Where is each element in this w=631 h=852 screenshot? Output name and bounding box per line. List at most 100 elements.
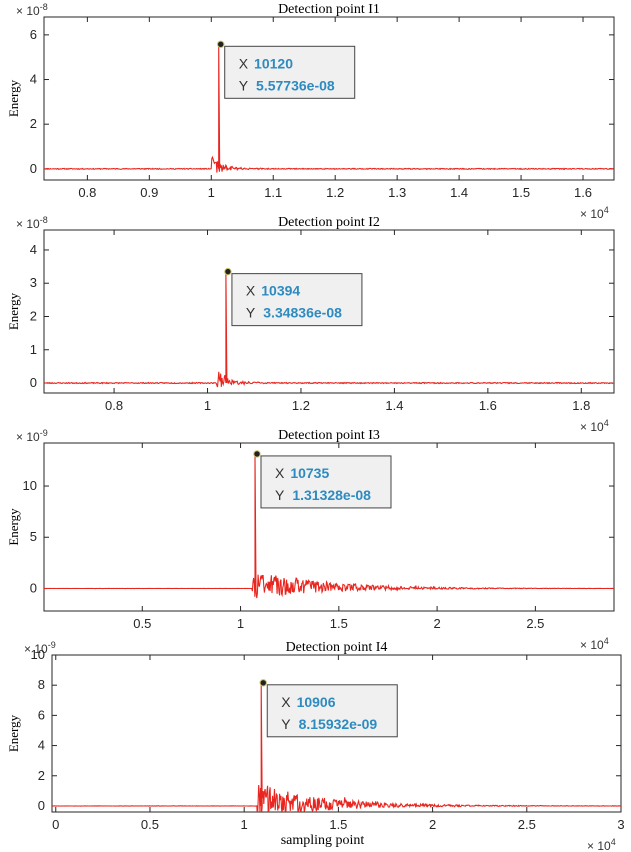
x-exponent-label: × 104 bbox=[580, 205, 609, 221]
datatip-x-label: X bbox=[275, 465, 285, 481]
x-tick-label: 1.6 bbox=[574, 185, 592, 200]
y-exponent-base: × 10 bbox=[16, 217, 40, 231]
x-tick-label: 0.8 bbox=[78, 185, 96, 200]
datatip-x: X 10906 bbox=[281, 694, 335, 710]
y-exponent-label: × 10-9 bbox=[24, 640, 56, 656]
x-tick-label: 3 bbox=[617, 817, 624, 832]
x-exponent-base: × 10 bbox=[580, 638, 604, 652]
x-axis-label: sampling point bbox=[281, 833, 365, 848]
datatip-x-label: X bbox=[246, 283, 256, 299]
chart-title: Detection point I4 bbox=[286, 640, 388, 655]
chart-title: Detection point I3 bbox=[278, 428, 380, 443]
y-tick-label: 10 bbox=[31, 647, 45, 662]
y-exponent-power: -8 bbox=[40, 215, 48, 225]
datatip-marker bbox=[224, 267, 232, 276]
x-tick-label: 1 bbox=[204, 398, 211, 413]
x-exponent-base: × 10 bbox=[580, 207, 604, 221]
datatip-y-value: 8.15932e-09 bbox=[299, 716, 378, 732]
series-group bbox=[44, 44, 614, 173]
x-tick-label: 1 bbox=[241, 817, 248, 832]
x-tick-label: 1.5 bbox=[330, 616, 348, 631]
x-exponent-power: 4 bbox=[611, 837, 616, 847]
y-exponent-label: × 10-8 bbox=[16, 215, 48, 231]
x-tick-label: 2.5 bbox=[526, 616, 544, 631]
datatip-x-label: X bbox=[239, 55, 249, 71]
series-group bbox=[44, 453, 614, 599]
datatip-x-value: 10120 bbox=[254, 55, 293, 71]
y-tick-label: 0 bbox=[30, 161, 37, 176]
datatip-y: Y 3.34836e-08 bbox=[246, 305, 342, 321]
x-tick-label: 1.4 bbox=[385, 398, 403, 413]
x-exponent-power: 4 bbox=[604, 636, 609, 646]
y-tick-label: 4 bbox=[30, 242, 37, 257]
y-tick-label: 0 bbox=[30, 375, 37, 390]
x-tick-label: 0.9 bbox=[140, 185, 158, 200]
datatip-x-value: 10735 bbox=[290, 465, 329, 481]
y-tick-label: 2 bbox=[30, 308, 37, 323]
y-exponent-label: × 10-8 bbox=[16, 2, 48, 18]
y-exponent-base: × 10 bbox=[16, 4, 40, 18]
datatip-x-value: 10394 bbox=[261, 283, 300, 299]
series-line bbox=[52, 682, 621, 812]
y-tick-label: 8 bbox=[38, 677, 45, 692]
series-line bbox=[44, 44, 614, 173]
datatip-y-label: Y bbox=[239, 77, 249, 93]
x-exponent-power: 4 bbox=[604, 205, 609, 215]
datatip-y-value: 3.34836e-08 bbox=[263, 305, 342, 321]
datatip-y: Y 8.15932e-09 bbox=[281, 716, 377, 732]
y-tick-label: 2 bbox=[38, 768, 45, 783]
x-tick-label: 1.5 bbox=[329, 817, 347, 832]
x-tick-label: 1.5 bbox=[512, 185, 530, 200]
y-tick-label: 10 bbox=[23, 478, 37, 493]
datatip-marker bbox=[259, 679, 267, 687]
y-tick-label: 3 bbox=[30, 275, 37, 290]
series-line bbox=[44, 453, 614, 599]
y-tick-label: 6 bbox=[38, 707, 45, 722]
x-tick-label: 2 bbox=[433, 616, 440, 631]
x-exponent-base: × 10 bbox=[580, 420, 604, 434]
chart-4: Detection point I4× 10-9× 104Energysampl… bbox=[6, 640, 625, 852]
datatip-marker bbox=[217, 40, 225, 49]
y-exponent-base: × 10 bbox=[16, 430, 40, 444]
y-axis-label: Energy bbox=[6, 79, 21, 117]
x-exponent-label: × 104 bbox=[580, 418, 609, 434]
y-exponent-power: -9 bbox=[48, 640, 56, 650]
y-tick-label: 1 bbox=[30, 342, 37, 357]
x-tick-label: 1.4 bbox=[450, 185, 468, 200]
y-tick-label: 5 bbox=[30, 529, 37, 544]
y-exponent-power: -9 bbox=[40, 428, 48, 438]
y-axis-label: Energy bbox=[6, 292, 21, 330]
x-tick-label: 1.8 bbox=[572, 398, 590, 413]
datatip-y-value: 5.57736e-08 bbox=[256, 77, 335, 93]
x-tick-label: 0.8 bbox=[105, 398, 123, 413]
datatip-y-value: 1.31328e-08 bbox=[292, 487, 371, 503]
datatip-y-label: Y bbox=[281, 716, 291, 732]
datatip-box bbox=[266, 684, 398, 738]
x-tick-label: 0.5 bbox=[133, 616, 151, 631]
x-exponent-power: 4 bbox=[604, 418, 609, 428]
x-tick-label: 1 bbox=[208, 185, 215, 200]
x-exponent-base: × 10 bbox=[587, 839, 611, 852]
datatip-box bbox=[224, 45, 356, 99]
x-tick-label: 0.5 bbox=[141, 817, 159, 832]
datatip-box bbox=[260, 455, 392, 509]
y-tick-label: 6 bbox=[30, 27, 37, 42]
x-tick-label: 1 bbox=[237, 616, 244, 631]
y-exponent-label: × 10-9 bbox=[16, 428, 48, 444]
x-exponent-label: × 104 bbox=[580, 636, 609, 652]
y-tick-label: 0 bbox=[38, 798, 45, 813]
x-tick-label: 0 bbox=[52, 817, 59, 832]
datatip-y: Y 1.31328e-08 bbox=[275, 487, 371, 503]
datatip-x: X 10120 bbox=[239, 55, 293, 71]
y-tick-label: 4 bbox=[38, 738, 45, 753]
x-tick-label: 2 bbox=[429, 817, 436, 832]
x-tick-label: 1.6 bbox=[479, 398, 497, 413]
y-tick-label: 4 bbox=[30, 72, 37, 87]
datatip-y-label: Y bbox=[246, 305, 256, 321]
datatip-x-label: X bbox=[281, 694, 291, 710]
datatip-marker bbox=[253, 450, 261, 458]
